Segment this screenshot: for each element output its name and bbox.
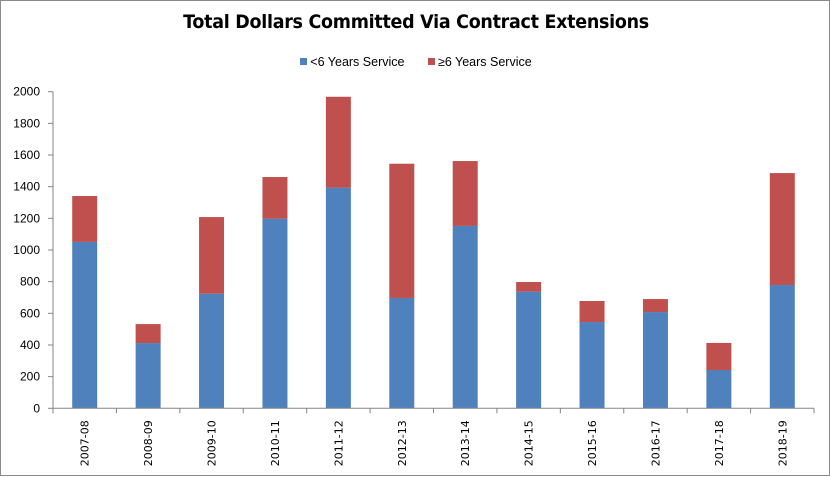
chart-title: Total Dollars Committed Via Contract Ext… — [183, 11, 649, 33]
bar-six-plus-2010-11 — [262, 177, 288, 219]
x-tick-label: 2018-19 — [776, 420, 789, 466]
bar-under-6-2011-12 — [325, 187, 351, 409]
bar-six-plus-2014-15 — [516, 281, 542, 292]
legend: <6 Years Service ≥6 Years Service — [1, 55, 830, 69]
x-tick-label: 2012-13 — [396, 420, 409, 466]
x-tick-label: 2007-08 — [79, 420, 92, 466]
y-tick-label: 2000 — [13, 85, 40, 99]
x-tick-label: 2017-18 — [713, 420, 726, 466]
bar-under-6-2007-08 — [72, 241, 98, 409]
bar-six-plus-2015-16 — [579, 300, 605, 323]
y-tick-label: 0 — [33, 401, 40, 415]
bar-six-plus-2007-08 — [72, 196, 98, 242]
x-tick-label: 2008-09 — [142, 420, 155, 466]
legend-item-6-plus: ≥6 Years Service — [427, 55, 532, 69]
y-tick-label: 1000 — [13, 243, 40, 257]
legend-label-under-6: <6 Years Service — [310, 55, 405, 69]
y-tick-label: 1400 — [13, 180, 40, 194]
bar-under-6-2014-15 — [516, 291, 542, 409]
bar-under-6-2013-14 — [452, 225, 478, 409]
bar-under-6-2012-13 — [389, 297, 415, 409]
legend-swatch-6-plus — [427, 58, 435, 65]
bar-six-plus-2012-13 — [389, 163, 415, 298]
bar-six-plus-2011-12 — [325, 96, 351, 188]
bar-six-plus-2016-17 — [642, 299, 668, 313]
y-tick-label: 600 — [20, 306, 40, 320]
x-tick-label: 2009-10 — [206, 420, 219, 466]
bar-six-plus-2017-18 — [706, 342, 732, 370]
y-tick-label: 200 — [20, 370, 40, 384]
y-tick-label: 1200 — [13, 211, 40, 225]
bar-six-plus-2008-09 — [135, 324, 161, 344]
y-tick-label: 1800 — [13, 116, 40, 130]
legend-label-6-plus: ≥6 Years Service — [437, 55, 532, 69]
bar-six-plus-2013-14 — [452, 161, 478, 226]
x-tick-label: 2010-11 — [269, 420, 282, 466]
bar-six-plus-2018-19 — [769, 173, 795, 285]
bar-under-6-2008-09 — [135, 343, 161, 409]
bar-six-plus-2009-10 — [199, 217, 225, 294]
bar-under-6-2010-11 — [262, 218, 288, 409]
legend-item-under-6: <6 Years Service — [300, 55, 404, 69]
x-tick-label: 2013-14 — [459, 420, 472, 466]
legend-swatch-under-6 — [300, 58, 308, 65]
y-tick-label: 400 — [20, 338, 40, 352]
x-tick-label: 2016-17 — [649, 420, 662, 466]
x-tick-label: 2015-16 — [586, 420, 599, 466]
x-tick-label: 2011-12 — [332, 420, 345, 466]
bar-under-6-2017-18 — [706, 369, 732, 409]
bar-under-6-2016-17 — [642, 312, 668, 409]
y-tick-label: 800 — [20, 275, 40, 289]
y-tick-label: 1600 — [13, 148, 40, 162]
bar-under-6-2015-16 — [579, 322, 605, 409]
bar-under-6-2018-19 — [769, 284, 795, 409]
bar-under-6-2009-10 — [199, 293, 225, 409]
x-tick-label: 2014-15 — [523, 420, 536, 466]
